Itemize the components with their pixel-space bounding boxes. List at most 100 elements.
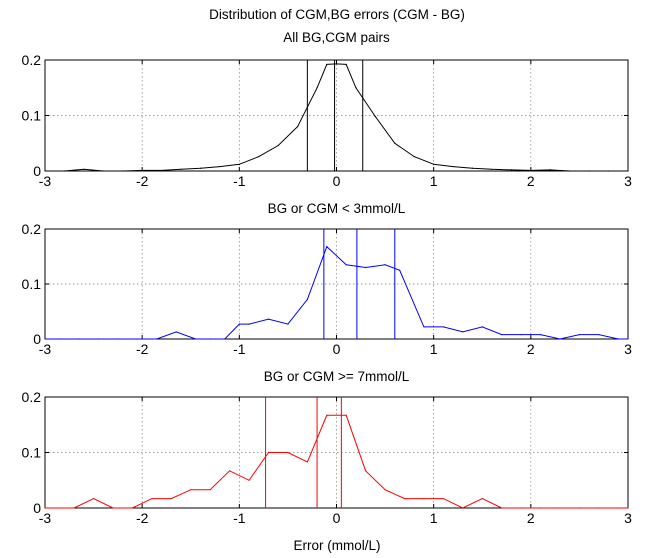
x-tick-label: 1 (430, 341, 438, 357)
x-tick-label: 0 (333, 173, 341, 189)
data-point (151, 497, 153, 500)
data-point (539, 507, 542, 509)
data-point (161, 169, 163, 172)
data-point (374, 116, 376, 118)
panel-title: All BG,CGM pairs (283, 30, 390, 45)
x-tick-label: -2 (136, 510, 149, 526)
x-tick-label: -3 (39, 341, 52, 357)
figure-title: Distribution of CGM,BG errors (CGM - BG) (209, 7, 465, 22)
data-point (267, 318, 270, 320)
data-point (306, 298, 308, 300)
data-point (267, 451, 270, 454)
data-point (530, 169, 532, 172)
data-point (481, 326, 483, 328)
panels: All BG,CGM pairs-3 -2 -1 0 1 2 300.10.2BG or C… (22, 30, 633, 526)
data-point (219, 165, 221, 168)
data-point (627, 170, 629, 172)
data-point (306, 461, 308, 463)
x-tick-label: 1 (430, 510, 438, 526)
data-point (122, 170, 124, 172)
data-point (399, 269, 401, 271)
data-point (326, 246, 328, 248)
data-point (345, 414, 347, 416)
data-point (345, 63, 347, 66)
data-point (335, 63, 338, 65)
x-tick-label: 1 (430, 173, 438, 189)
data-point (326, 63, 328, 66)
data-point (73, 507, 75, 509)
data-point (44, 170, 46, 172)
y-tick-label: 0.1 (22, 445, 42, 461)
data-point (491, 168, 493, 170)
y-tick-label: 0.1 (22, 108, 42, 124)
data-point (83, 168, 85, 170)
data-point (617, 507, 619, 509)
data-point (316, 87, 318, 89)
data-point (578, 334, 581, 336)
data-point (462, 507, 464, 509)
data-point (97, 338, 100, 340)
data-point (92, 497, 95, 500)
x-axis-label: Error (mmol/L) (294, 538, 381, 553)
data-point (413, 155, 415, 158)
data-point (578, 507, 581, 509)
panel-2: BG or CGM < 3mmol/L -3 -2 -1 0 1 2 3 0 0.1 0.2 (22, 201, 633, 357)
data-point (248, 323, 250, 325)
data-point (627, 507, 629, 509)
data-point (209, 338, 211, 340)
data-point (442, 497, 444, 500)
data-point (238, 163, 240, 165)
data-point (569, 170, 571, 172)
data-point (44, 507, 46, 509)
data-point (598, 334, 600, 336)
x-tick-label: 2 (527, 510, 535, 526)
y-tick-label: 0.2 (22, 52, 42, 68)
data-point (520, 507, 522, 509)
data-point (607, 170, 610, 172)
data-point (501, 507, 503, 509)
data-point (326, 414, 328, 416)
data-point (58, 338, 61, 340)
data-point (627, 338, 629, 340)
data-point (112, 507, 114, 509)
data-point (156, 338, 158, 340)
data-point (117, 338, 119, 340)
y-tick-label: 0.1 (22, 276, 42, 292)
data-point (559, 507, 561, 509)
data-point (238, 323, 240, 325)
data-point (481, 497, 483, 500)
panel-1: All BG,CGM pairs -3 -2 -1 0 1 2 3 0 0.1 0.2 (22, 30, 633, 189)
y-tick-label: 0 (33, 331, 41, 347)
data-point (559, 338, 561, 340)
y-tick-label: 0 (33, 500, 41, 516)
data-point (229, 470, 231, 472)
data-point (452, 165, 454, 168)
data-point (598, 507, 600, 509)
x-tick-label: -2 (136, 173, 149, 189)
x-tick-label: 0 (333, 341, 341, 357)
data-point (423, 326, 425, 328)
data-point (384, 264, 386, 266)
data-point (297, 126, 299, 128)
x-tick-label: 2 (527, 341, 535, 357)
data-point (588, 170, 590, 172)
data-point (63, 170, 66, 172)
data-point (180, 168, 182, 170)
data-point (287, 323, 289, 325)
x-tick-label: 3 (624, 173, 632, 189)
data-point (462, 331, 464, 333)
data-point (287, 451, 289, 454)
x-tick-label: -1 (233, 173, 246, 189)
data-point (539, 334, 542, 336)
x-tick-label: -3 (39, 510, 52, 526)
x-tick-label: 2 (527, 173, 535, 189)
data-point (549, 169, 551, 171)
data-point (442, 326, 444, 328)
data-point (501, 334, 503, 336)
data-point (277, 144, 279, 147)
data-point (44, 338, 46, 340)
data-point (195, 338, 197, 340)
data-point (136, 338, 138, 340)
data-point (394, 142, 396, 144)
